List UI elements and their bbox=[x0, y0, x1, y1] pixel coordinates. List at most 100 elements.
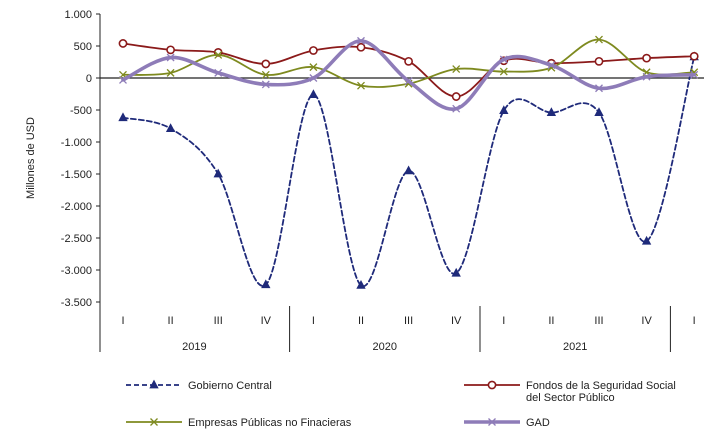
legend-item: Empresas Públicas no Finacieras bbox=[126, 417, 352, 429]
marker-stroke bbox=[166, 68, 175, 77]
marker-stroke bbox=[452, 104, 461, 113]
legend-label: GAD bbox=[526, 417, 550, 429]
year-label: 2019 bbox=[182, 341, 206, 353]
data-point bbox=[499, 67, 508, 76]
marker-stroke bbox=[595, 35, 603, 44]
marker-stroke bbox=[642, 72, 651, 81]
marker-stroke bbox=[357, 81, 365, 90]
data-point bbox=[689, 51, 699, 61]
data-point bbox=[547, 61, 556, 70]
y-tick-label: -500 bbox=[70, 105, 92, 117]
data-point bbox=[595, 35, 603, 44]
data-point bbox=[357, 36, 365, 45]
series-group bbox=[119, 35, 699, 90]
year-label: 2021 bbox=[563, 341, 587, 353]
marker-stroke bbox=[452, 65, 461, 73]
data-point bbox=[642, 72, 651, 81]
legend-marker bbox=[149, 379, 159, 389]
legend-item: Gobierno Central bbox=[126, 379, 272, 392]
x-tick-label: IV bbox=[261, 315, 272, 327]
data-point bbox=[452, 104, 461, 113]
data-point bbox=[118, 39, 128, 48]
legend-label: del Sector Público bbox=[526, 392, 615, 404]
data-point bbox=[309, 74, 318, 82]
axes: 1.000 500 0 -500 -1.000 -1.500 -2.000 -2.500 -3.… bbox=[25, 9, 704, 353]
data-point bbox=[166, 68, 175, 77]
data-point bbox=[214, 51, 223, 59]
legend-marker bbox=[487, 380, 497, 390]
data-point bbox=[595, 84, 603, 93]
data-point bbox=[546, 107, 557, 116]
marker-stroke bbox=[357, 36, 365, 45]
y-tick-label: 500 bbox=[74, 41, 92, 53]
data-point bbox=[404, 56, 413, 66]
y-tick-label: 0 bbox=[86, 73, 92, 85]
data-point bbox=[214, 68, 223, 77]
y-tick-label: -3.000 bbox=[61, 265, 92, 277]
data-point bbox=[119, 75, 127, 84]
legend: Gobierno Central Fondos de la Seguridad S… bbox=[126, 379, 676, 429]
marker-stroke bbox=[488, 418, 496, 426]
marker-stroke bbox=[309, 63, 318, 72]
x-tick-label: I bbox=[121, 315, 124, 327]
marker-stroke bbox=[214, 68, 223, 77]
x-tick-label: II bbox=[548, 315, 554, 327]
marker-stroke bbox=[309, 74, 318, 82]
y-tick-label: -2.500 bbox=[61, 233, 92, 245]
data-point bbox=[594, 107, 604, 116]
legend-label: Empresas Públicas no Finacieras bbox=[188, 417, 352, 429]
marker-stroke bbox=[150, 418, 158, 426]
marker-stroke bbox=[119, 75, 127, 84]
x-tick-label: IV bbox=[641, 315, 652, 327]
data-point bbox=[165, 123, 176, 132]
marker-stroke bbox=[214, 51, 223, 59]
y-tick-label: -1.500 bbox=[61, 169, 92, 181]
legend-marker bbox=[488, 418, 496, 426]
data-point bbox=[309, 63, 318, 72]
data-point bbox=[213, 168, 223, 178]
x-tick-label: II bbox=[358, 315, 364, 327]
y-axis-label: Millones de USD bbox=[25, 117, 37, 199]
data-point bbox=[118, 112, 128, 122]
series-group bbox=[119, 36, 699, 113]
marker-stroke bbox=[547, 61, 556, 70]
data-point bbox=[499, 105, 509, 115]
x-tick-label: I bbox=[693, 315, 696, 327]
marker-stroke bbox=[404, 77, 413, 86]
data-point bbox=[261, 70, 270, 79]
legend-marker bbox=[150, 418, 158, 426]
data-point bbox=[642, 53, 651, 63]
data-point bbox=[641, 235, 652, 245]
series-layer bbox=[118, 35, 699, 289]
x-tick-label: III bbox=[404, 315, 413, 327]
data-point bbox=[166, 45, 175, 55]
data-point bbox=[356, 42, 366, 52]
marker-stroke bbox=[166, 53, 175, 62]
y-tick-label: 1.000 bbox=[64, 9, 92, 21]
x-tick-label: IV bbox=[451, 315, 462, 327]
data-point bbox=[261, 59, 271, 69]
marker-stroke bbox=[595, 84, 603, 93]
data-point bbox=[403, 165, 414, 175]
y-tick-label: -1.000 bbox=[61, 137, 92, 149]
data-point bbox=[308, 89, 319, 99]
data-point bbox=[166, 53, 175, 62]
data-point bbox=[594, 56, 604, 66]
series-group bbox=[118, 51, 699, 289]
legend-label: Fondos de la Seguridad Social bbox=[526, 380, 676, 392]
legend-item: GAD bbox=[464, 417, 550, 429]
data-point bbox=[261, 80, 270, 89]
data-point bbox=[261, 279, 271, 289]
marker-stroke bbox=[261, 70, 270, 79]
series-line bbox=[122, 55, 696, 287]
data-point bbox=[308, 46, 318, 55]
marker-stroke bbox=[499, 55, 508, 64]
y-tick-label: -3.500 bbox=[61, 297, 92, 309]
legend-label: Gobierno Central bbox=[188, 380, 272, 392]
marker-stroke bbox=[690, 70, 699, 79]
data-point bbox=[690, 70, 699, 79]
data-point bbox=[404, 77, 413, 86]
x-tick-label: I bbox=[502, 315, 505, 327]
marker-stroke bbox=[261, 80, 270, 89]
